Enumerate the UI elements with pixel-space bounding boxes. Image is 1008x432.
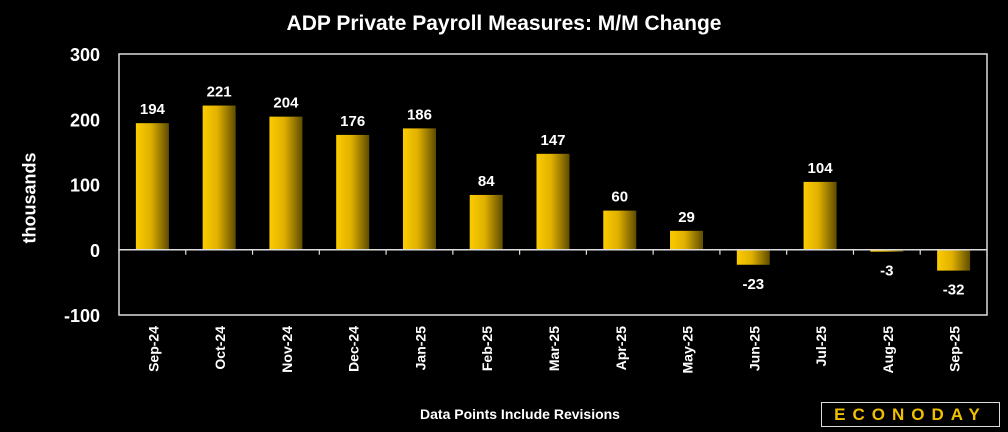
x-tick-label: Sep-25 <box>947 326 963 372</box>
x-tick-label: Oct-24 <box>212 326 228 370</box>
bar-Aug-25 <box>870 249 904 252</box>
data-label: 60 <box>611 189 628 206</box>
y-tick-label: 200 <box>70 110 100 130</box>
bar-Apr-25 <box>603 210 637 250</box>
data-label: 176 <box>340 113 365 130</box>
data-label: 221 <box>207 84 232 101</box>
data-label: 204 <box>273 95 299 112</box>
bar-May-25 <box>670 230 704 250</box>
x-tick-label: Apr-25 <box>613 326 629 371</box>
x-tick-label: Mar-25 <box>546 326 562 371</box>
x-tick-label: Dec-24 <box>346 326 362 372</box>
y-tick-label: 300 <box>70 45 100 65</box>
econoday-logo: ECONODAY <box>821 402 1000 427</box>
y-tick-label: 100 <box>70 176 100 196</box>
bar-Jun-25 <box>736 249 770 265</box>
plot-area <box>118 53 988 316</box>
chart-title: ADP Private Payroll Measures: M/M Change <box>286 12 722 35</box>
data-label: 147 <box>540 132 565 149</box>
x-tick-label: Sep-24 <box>145 326 161 372</box>
data-label: -23 <box>742 276 764 293</box>
data-label: 29 <box>678 209 695 226</box>
data-label: 194 <box>140 101 166 118</box>
bar-Jan-25 <box>402 128 436 250</box>
data-label: -32 <box>943 282 965 299</box>
x-tick-label: Jan-25 <box>412 326 428 371</box>
bar-Sep-24 <box>135 123 169 250</box>
data-label: -3 <box>880 263 893 280</box>
footnote: Data Points Include Revisions <box>420 406 620 422</box>
x-tick-label: Nov-24 <box>279 326 295 373</box>
data-label: 84 <box>478 173 495 190</box>
x-tick-label: Jun-25 <box>746 326 762 371</box>
bar-Oct-24 <box>202 105 236 250</box>
x-tick-label: Aug-25 <box>880 326 896 374</box>
logo-text: ECONODAY <box>834 404 987 424</box>
x-tick-label: May-25 <box>680 326 696 374</box>
bar-Feb-25 <box>469 194 503 250</box>
bar-Nov-24 <box>269 116 303 250</box>
data-label: 186 <box>407 106 432 123</box>
bar-Sep-25 <box>937 249 971 271</box>
bar-Mar-25 <box>536 153 570 250</box>
bar-Jul-25 <box>803 181 837 250</box>
x-tick-label: Jul-25 <box>813 326 829 367</box>
x-tick-label: Feb-25 <box>479 326 495 371</box>
y-tick-label: -100 <box>64 306 100 326</box>
data-label: 104 <box>808 160 834 177</box>
bar-Dec-24 <box>336 134 370 250</box>
y-tick-label: 0 <box>90 241 100 261</box>
